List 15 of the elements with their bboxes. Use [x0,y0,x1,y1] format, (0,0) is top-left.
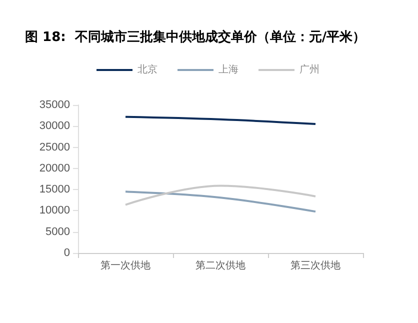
y-tick-label: 35000 [39,99,70,111]
legend-label: 广州 [300,64,320,76]
x-tick-label: 第三次供地 [290,260,340,272]
chart-title: 图 18: 不同城市三批集中供地成交单价（单位：元/平米） [25,29,366,45]
y-tick-label: 5000 [46,226,70,238]
legend-label: 北京 [138,64,158,76]
y-tick-label: 10000 [39,204,70,217]
legend-label: 上海 [218,64,238,76]
y-tick-label: 15000 [39,184,70,196]
y-tick-label: 20000 [39,162,70,174]
x-tick-label: 第一次供地 [100,260,150,272]
y-tick-label: 25000 [39,141,70,154]
x-tick-label: 第二次供地 [196,260,246,272]
y-tick-label: 0 [64,247,70,259]
y-tick-label: 30000 [39,120,70,132]
